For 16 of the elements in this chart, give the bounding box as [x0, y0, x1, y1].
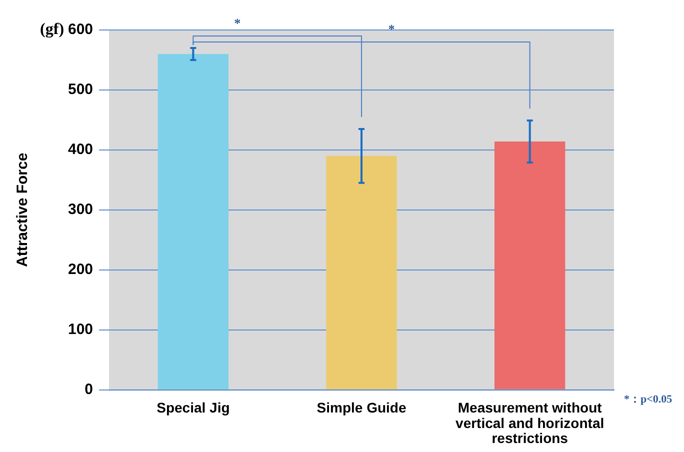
annotation: *	[234, 15, 241, 30]
y-tick-label: 300	[68, 201, 94, 218]
y-tick-label: 200	[68, 261, 94, 278]
y-tick-label: 600	[68, 21, 94, 38]
bar	[494, 142, 566, 390]
y-tick-label: 500	[68, 81, 94, 98]
y-tick-label: 400	[68, 141, 94, 158]
text: *：p<0.05	[624, 394, 673, 406]
y-tick-label: 0	[84, 380, 94, 398]
y-axis-title: Attractive Force	[14, 152, 32, 268]
y-tick-label: 100	[68, 320, 94, 338]
bar	[326, 156, 397, 390]
x-tick-label: Simple Guide	[316, 399, 406, 416]
text: (gf)	[40, 21, 64, 38]
x-tick-label: Measurement without vertical and horizontal restrictions	[456, 399, 604, 446]
x-tick-label: Special Jig	[156, 399, 230, 416]
